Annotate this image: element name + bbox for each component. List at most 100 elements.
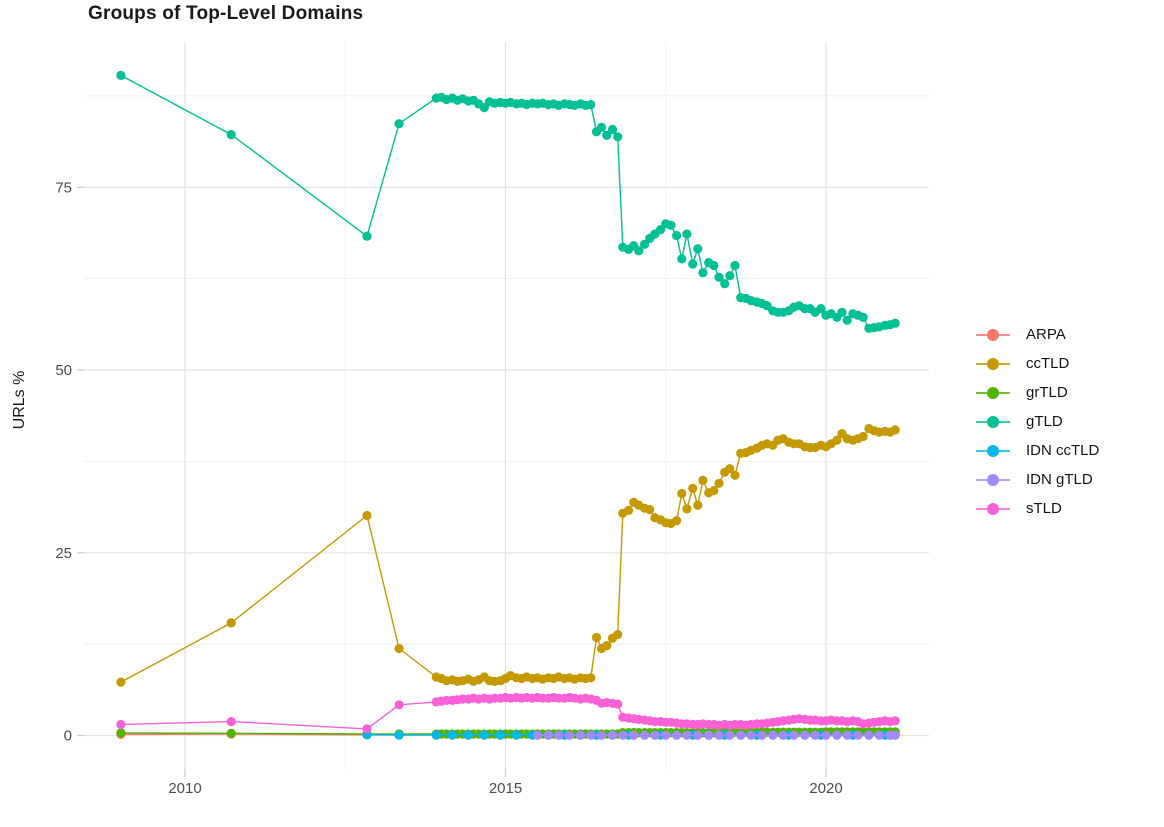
data-point (720, 279, 730, 289)
data-point (116, 70, 126, 80)
data-point (645, 505, 655, 515)
data-point (746, 730, 756, 740)
data-point (778, 730, 788, 740)
data-point (624, 505, 634, 515)
legend-key-icon (976, 415, 1010, 429)
data-point (853, 730, 863, 740)
x-tick-label: 2020 (809, 780, 842, 797)
y-tick-label: 0 (64, 728, 72, 745)
data-point (672, 516, 682, 526)
data-point (613, 699, 623, 709)
data-point (709, 260, 719, 271)
data-point (226, 130, 236, 140)
data-point (714, 730, 724, 740)
y-tick-label: 75 (55, 179, 72, 196)
data-point (725, 271, 735, 281)
data-point (479, 730, 489, 740)
data-point (565, 730, 575, 740)
data-point (532, 730, 543, 740)
data-point (586, 730, 596, 740)
legend-key-icon (976, 444, 1010, 458)
data-point (858, 431, 868, 442)
legend-key-icon (976, 357, 1010, 371)
data-point (832, 730, 842, 740)
data-point (858, 312, 868, 322)
data-point (226, 618, 236, 628)
legend-label: IDN gTLD (1026, 471, 1093, 488)
y-tick-label: 50 (55, 362, 72, 379)
data-point (586, 100, 596, 110)
data-point (677, 254, 687, 264)
legend-label: gTLD (1026, 413, 1063, 430)
legend-key-icon (976, 328, 1010, 342)
legend-label: ARPA (1026, 326, 1066, 343)
data-point (597, 122, 607, 132)
legend-item-arpa: ARPA (976, 320, 1099, 349)
data-point (842, 315, 852, 325)
data-point (463, 730, 473, 740)
data-point (714, 272, 724, 282)
data-point (688, 259, 698, 269)
x-tick-label: 2015 (489, 780, 522, 797)
data-point (800, 730, 810, 740)
data-point (837, 307, 847, 317)
data-point (698, 268, 708, 278)
data-point (832, 435, 842, 445)
data-point (714, 478, 724, 488)
data-point (575, 730, 586, 740)
data-point (495, 730, 505, 740)
data-point (688, 483, 698, 493)
legend-label: ccTLD (1026, 355, 1070, 372)
data-point (511, 730, 521, 740)
data-point (666, 220, 676, 230)
data-point (682, 229, 692, 239)
data-point (677, 488, 687, 499)
legend-item-idn-gtld: IDN gTLD (976, 465, 1099, 494)
data-point (394, 643, 404, 654)
data-point (394, 730, 404, 740)
data-point (554, 730, 564, 740)
data-point (116, 728, 126, 738)
data-point (816, 304, 826, 314)
data-point (650, 730, 660, 740)
data-point (672, 230, 682, 241)
data-point (226, 717, 236, 727)
data-point (613, 132, 623, 142)
data-point (586, 673, 596, 683)
data-point (704, 730, 714, 740)
legend-label: grTLD (1026, 384, 1068, 401)
data-point (602, 641, 612, 651)
legend-key-icon (976, 502, 1010, 516)
data-point (362, 724, 372, 734)
y-tick-label: 25 (55, 545, 72, 562)
data-point (693, 244, 703, 254)
legend-item-gtld: gTLD (976, 407, 1099, 436)
legend-item-cctld: ccTLD (976, 349, 1099, 378)
data-point (672, 730, 682, 740)
data-point (842, 730, 852, 740)
legend-item-idn-cctld: IDN ccTLD (976, 436, 1099, 465)
data-point (362, 510, 372, 521)
data-point (661, 730, 671, 740)
data-point (447, 730, 457, 740)
data-point (394, 700, 404, 710)
series-line-gtld (120, 74, 896, 330)
data-point (890, 425, 900, 435)
data-point (394, 119, 404, 129)
data-point (591, 632, 602, 643)
data-point (757, 730, 767, 740)
legend-item-stld: sTLD (976, 494, 1099, 523)
data-point (768, 730, 778, 740)
data-point (613, 630, 623, 640)
data-point (682, 504, 692, 514)
data-point (709, 486, 719, 496)
legend: ARPA ccTLD grTLD gTLD IDN ccTLD IDN gTLD sTLD (976, 320, 1099, 523)
data-point (116, 719, 126, 730)
data-point (874, 730, 884, 740)
legend-label: sTLD (1026, 500, 1062, 517)
data-point (629, 730, 639, 740)
data-point (634, 246, 644, 256)
data-point (698, 475, 708, 485)
